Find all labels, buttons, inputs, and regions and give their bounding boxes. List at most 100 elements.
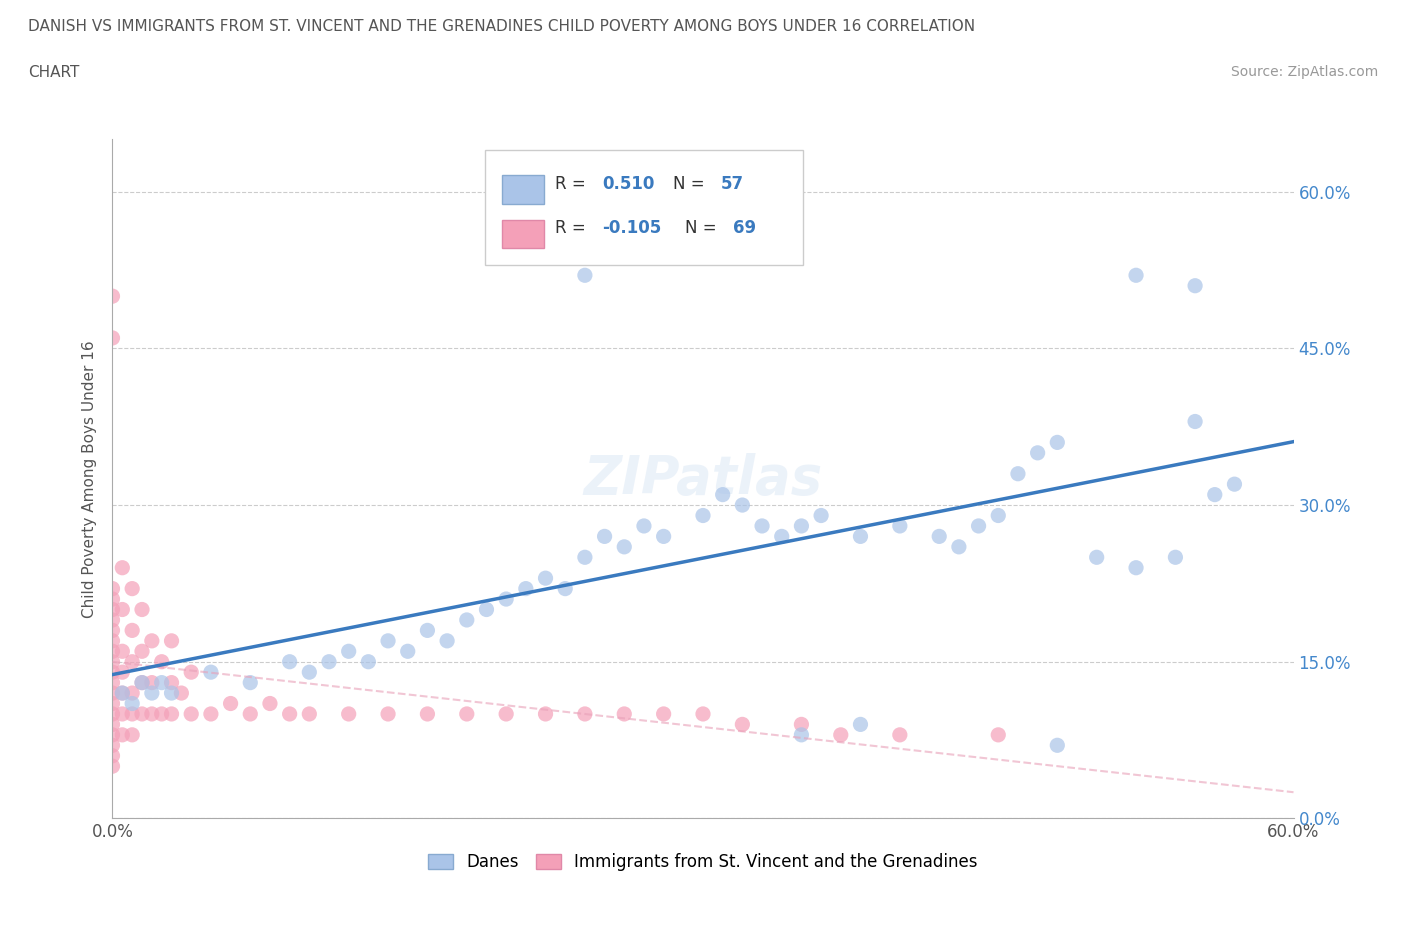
Point — [121, 581, 143, 596]
Point — [928, 529, 950, 544]
Point — [1184, 414, 1206, 429]
Point — [337, 644, 360, 658]
Point — [239, 675, 262, 690]
Point — [987, 508, 1010, 523]
Point — [810, 508, 832, 523]
FancyBboxPatch shape — [502, 219, 544, 248]
Point — [121, 685, 143, 700]
Point — [131, 602, 153, 617]
Y-axis label: Child Poverty Among Boys Under 16: Child Poverty Among Boys Under 16 — [82, 340, 97, 618]
Point — [456, 613, 478, 628]
Point — [180, 665, 202, 680]
Point — [121, 623, 143, 638]
Point — [141, 633, 163, 648]
Point — [692, 508, 714, 523]
Point — [101, 591, 124, 606]
Point — [495, 591, 517, 606]
Point — [131, 675, 153, 690]
Text: R =: R = — [555, 219, 592, 237]
Point — [200, 665, 222, 680]
Point — [131, 707, 153, 722]
Point — [1046, 737, 1069, 752]
Point — [1184, 278, 1206, 293]
Point — [121, 696, 143, 711]
Point — [101, 749, 124, 764]
Point — [652, 529, 675, 544]
Point — [101, 581, 124, 596]
Text: CHART: CHART — [28, 65, 80, 80]
Point — [711, 487, 734, 502]
Point — [101, 288, 124, 303]
Point — [770, 529, 793, 544]
Point — [101, 644, 124, 658]
Point — [101, 665, 124, 680]
Point — [1007, 466, 1029, 481]
Point — [416, 623, 439, 638]
Point — [160, 675, 183, 690]
Point — [101, 613, 124, 628]
Point — [259, 696, 281, 711]
Point — [1125, 560, 1147, 575]
Point — [357, 655, 380, 670]
Point — [377, 707, 399, 722]
Point — [101, 759, 124, 774]
Point — [495, 707, 517, 722]
Point — [150, 655, 173, 670]
Point — [180, 707, 202, 722]
Point — [554, 581, 576, 596]
Point — [475, 602, 498, 617]
Point — [101, 737, 124, 752]
Point — [101, 717, 124, 732]
Point — [534, 571, 557, 586]
Text: ZIPatlas: ZIPatlas — [583, 453, 823, 505]
Text: 0.510: 0.510 — [603, 175, 655, 193]
Point — [534, 216, 557, 231]
Point — [613, 539, 636, 554]
Point — [574, 268, 596, 283]
Point — [416, 707, 439, 722]
Point — [160, 633, 183, 648]
Point — [790, 727, 813, 742]
Point — [298, 665, 321, 680]
Text: Source: ZipAtlas.com: Source: ZipAtlas.com — [1230, 65, 1378, 79]
Point — [1204, 487, 1226, 502]
Text: -0.105: -0.105 — [603, 219, 662, 237]
Text: 57: 57 — [721, 175, 744, 193]
Point — [396, 644, 419, 658]
Point — [948, 539, 970, 554]
Point — [150, 675, 173, 690]
Point — [101, 696, 124, 711]
Point — [593, 529, 616, 544]
Point — [111, 560, 134, 575]
Point — [121, 727, 143, 742]
Point — [200, 707, 222, 722]
Point — [967, 519, 990, 534]
Point — [131, 644, 153, 658]
Point — [121, 655, 143, 670]
Point — [101, 685, 124, 700]
FancyBboxPatch shape — [485, 150, 803, 265]
Point — [1125, 268, 1147, 283]
FancyBboxPatch shape — [502, 176, 544, 204]
Point — [150, 707, 173, 722]
Point — [111, 707, 134, 722]
Legend: Danes, Immigrants from St. Vincent and the Grenadines: Danes, Immigrants from St. Vincent and t… — [422, 846, 984, 878]
Point — [574, 550, 596, 565]
Point — [298, 707, 321, 722]
Point — [987, 727, 1010, 742]
Point — [731, 498, 754, 512]
Text: N =: N = — [673, 175, 710, 193]
Point — [101, 727, 124, 742]
Point — [101, 602, 124, 617]
Point — [1085, 550, 1108, 565]
Point — [318, 655, 340, 670]
Point — [278, 655, 301, 670]
Point — [101, 675, 124, 690]
Point — [111, 602, 134, 617]
Point — [111, 685, 134, 700]
Point — [731, 717, 754, 732]
Point — [1164, 550, 1187, 565]
Point — [849, 529, 872, 544]
Point — [219, 696, 242, 711]
Point — [121, 707, 143, 722]
